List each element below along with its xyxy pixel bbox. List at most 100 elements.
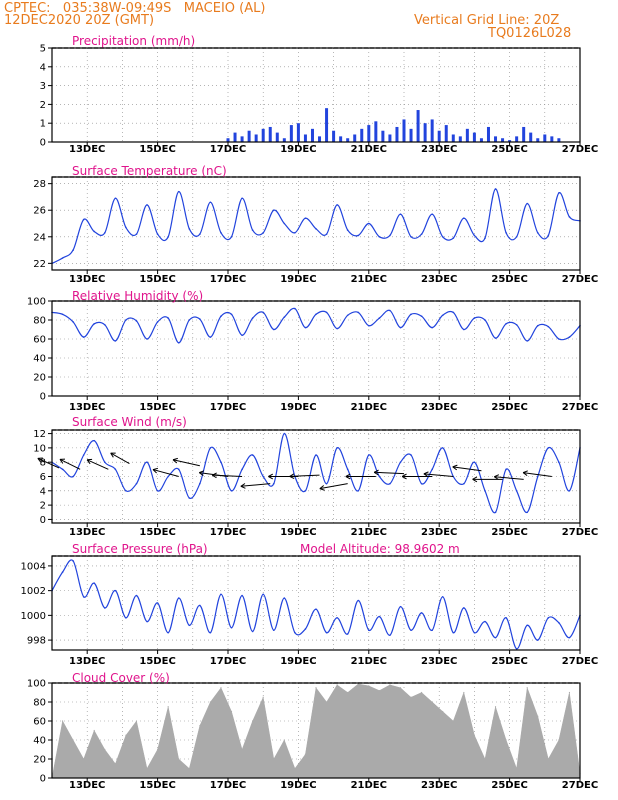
rh-point — [336, 327, 338, 330]
press-ytick-label: 1000 — [21, 611, 46, 622]
press-point — [494, 636, 497, 639]
precip-bar — [515, 136, 519, 142]
cloud-point — [399, 687, 402, 689]
wind-arrow-shaft — [523, 472, 552, 477]
wind-point — [505, 468, 507, 471]
rh-point — [505, 323, 507, 325]
temp-point — [536, 232, 539, 234]
precip-bar — [247, 130, 251, 142]
press-point — [452, 631, 455, 634]
temp-point — [410, 235, 412, 238]
wind-point — [209, 447, 212, 449]
wind-arrow-head — [86, 458, 93, 465]
rh-xtick-label: 21DEC — [351, 402, 387, 413]
rh-point — [558, 338, 560, 340]
rh-point — [156, 321, 159, 323]
precip-xtick-label: 15DEC — [139, 144, 175, 155]
precip-title: Precipitation (mm/h) — [72, 34, 195, 48]
wind-title: Surface Wind (m/s) — [72, 415, 187, 429]
temp-xtick-label: 19DEC — [280, 274, 316, 285]
temp-point — [325, 233, 328, 235]
rh-point — [135, 320, 138, 322]
press-point — [399, 605, 402, 608]
temp-point — [177, 190, 180, 193]
rh-xtick-label: 25DEC — [491, 402, 527, 413]
press-point — [558, 621, 560, 624]
rh-point — [199, 318, 201, 320]
precip-ytick-label: 4 — [40, 62, 46, 73]
wind-arrow-shaft — [59, 458, 81, 470]
temp-xtick-label: 13DEC — [69, 274, 105, 285]
press-point — [114, 589, 117, 592]
wind-point — [494, 511, 497, 514]
wind-point — [325, 482, 328, 485]
wind-xtick-label: 25DEC — [491, 527, 527, 538]
temp-point — [167, 235, 169, 238]
wind-series-line — [51, 432, 581, 514]
rh-point — [536, 324, 539, 327]
cloud-point — [104, 748, 106, 751]
rh-point — [526, 340, 528, 342]
precip-bar — [458, 136, 462, 142]
rh-point — [515, 323, 518, 326]
wind-point — [473, 461, 476, 463]
rh-point — [452, 311, 455, 314]
temp-point — [104, 232, 106, 234]
wind-xtick-label: 19DEC — [280, 527, 316, 538]
rh-ytick-label: 20 — [33, 373, 46, 384]
wind-ytick-label: 4 — [40, 486, 46, 497]
wind-point — [220, 461, 222, 463]
cloud-ytick-label: 40 — [33, 736, 46, 747]
cloud-xtick-label: 25DEC — [491, 780, 527, 791]
press-point — [463, 607, 465, 609]
wind-arrow — [86, 458, 109, 470]
cloud-point — [72, 739, 74, 741]
press-point — [220, 593, 222, 596]
precip-bar — [289, 125, 293, 142]
temp-point — [505, 232, 507, 234]
cloud-point — [273, 758, 275, 760]
cloud-point — [262, 696, 264, 698]
wind-point — [156, 490, 159, 492]
precip-bar — [486, 126, 490, 142]
press-point — [72, 560, 74, 562]
rh-point — [494, 337, 497, 339]
wind-point — [463, 482, 465, 485]
press-panel: 998 1000 1002 1004 13DEC 15DEC 17DEC 19DEC 21DEC… — [21, 542, 599, 667]
wind-arrow-shaft — [319, 483, 348, 490]
rh-xtick-label: 15DEC — [139, 402, 175, 413]
rh-point — [93, 323, 96, 325]
temp-ytick-label: 26 — [33, 206, 46, 217]
temp-point — [251, 229, 254, 231]
temp-point — [262, 232, 265, 234]
press-point — [368, 629, 370, 632]
wind-arrow — [172, 457, 200, 467]
press-ytick-label: 1002 — [21, 586, 46, 597]
temp-point — [473, 234, 476, 237]
cloud-point — [558, 739, 560, 741]
rh-point — [251, 317, 254, 319]
press-point — [230, 626, 233, 629]
press-point — [241, 594, 243, 597]
wind-xtick-label: 27DEC — [562, 527, 598, 538]
precip-bar — [444, 125, 448, 142]
wind-arrow-head — [37, 457, 43, 463]
wind-point — [399, 461, 402, 463]
precip-bar — [479, 138, 483, 142]
cloud-point — [526, 687, 528, 689]
temp-point — [368, 222, 370, 225]
cloud-point — [421, 691, 423, 694]
rh-point — [104, 323, 106, 326]
precip-bar — [332, 130, 336, 142]
wind-arrow-shaft — [212, 474, 243, 477]
wind-ytick-label: 6 — [40, 472, 46, 483]
precip-bar — [296, 123, 300, 142]
cloud-xtick-label: 17DEC — [210, 780, 246, 791]
precip-bar — [451, 134, 455, 142]
temp-point — [431, 213, 433, 215]
cloud-point — [167, 706, 169, 708]
wind-point — [72, 475, 74, 478]
cloud-point — [336, 684, 338, 686]
cloud-point — [114, 763, 116, 765]
rh-point — [463, 328, 465, 331]
